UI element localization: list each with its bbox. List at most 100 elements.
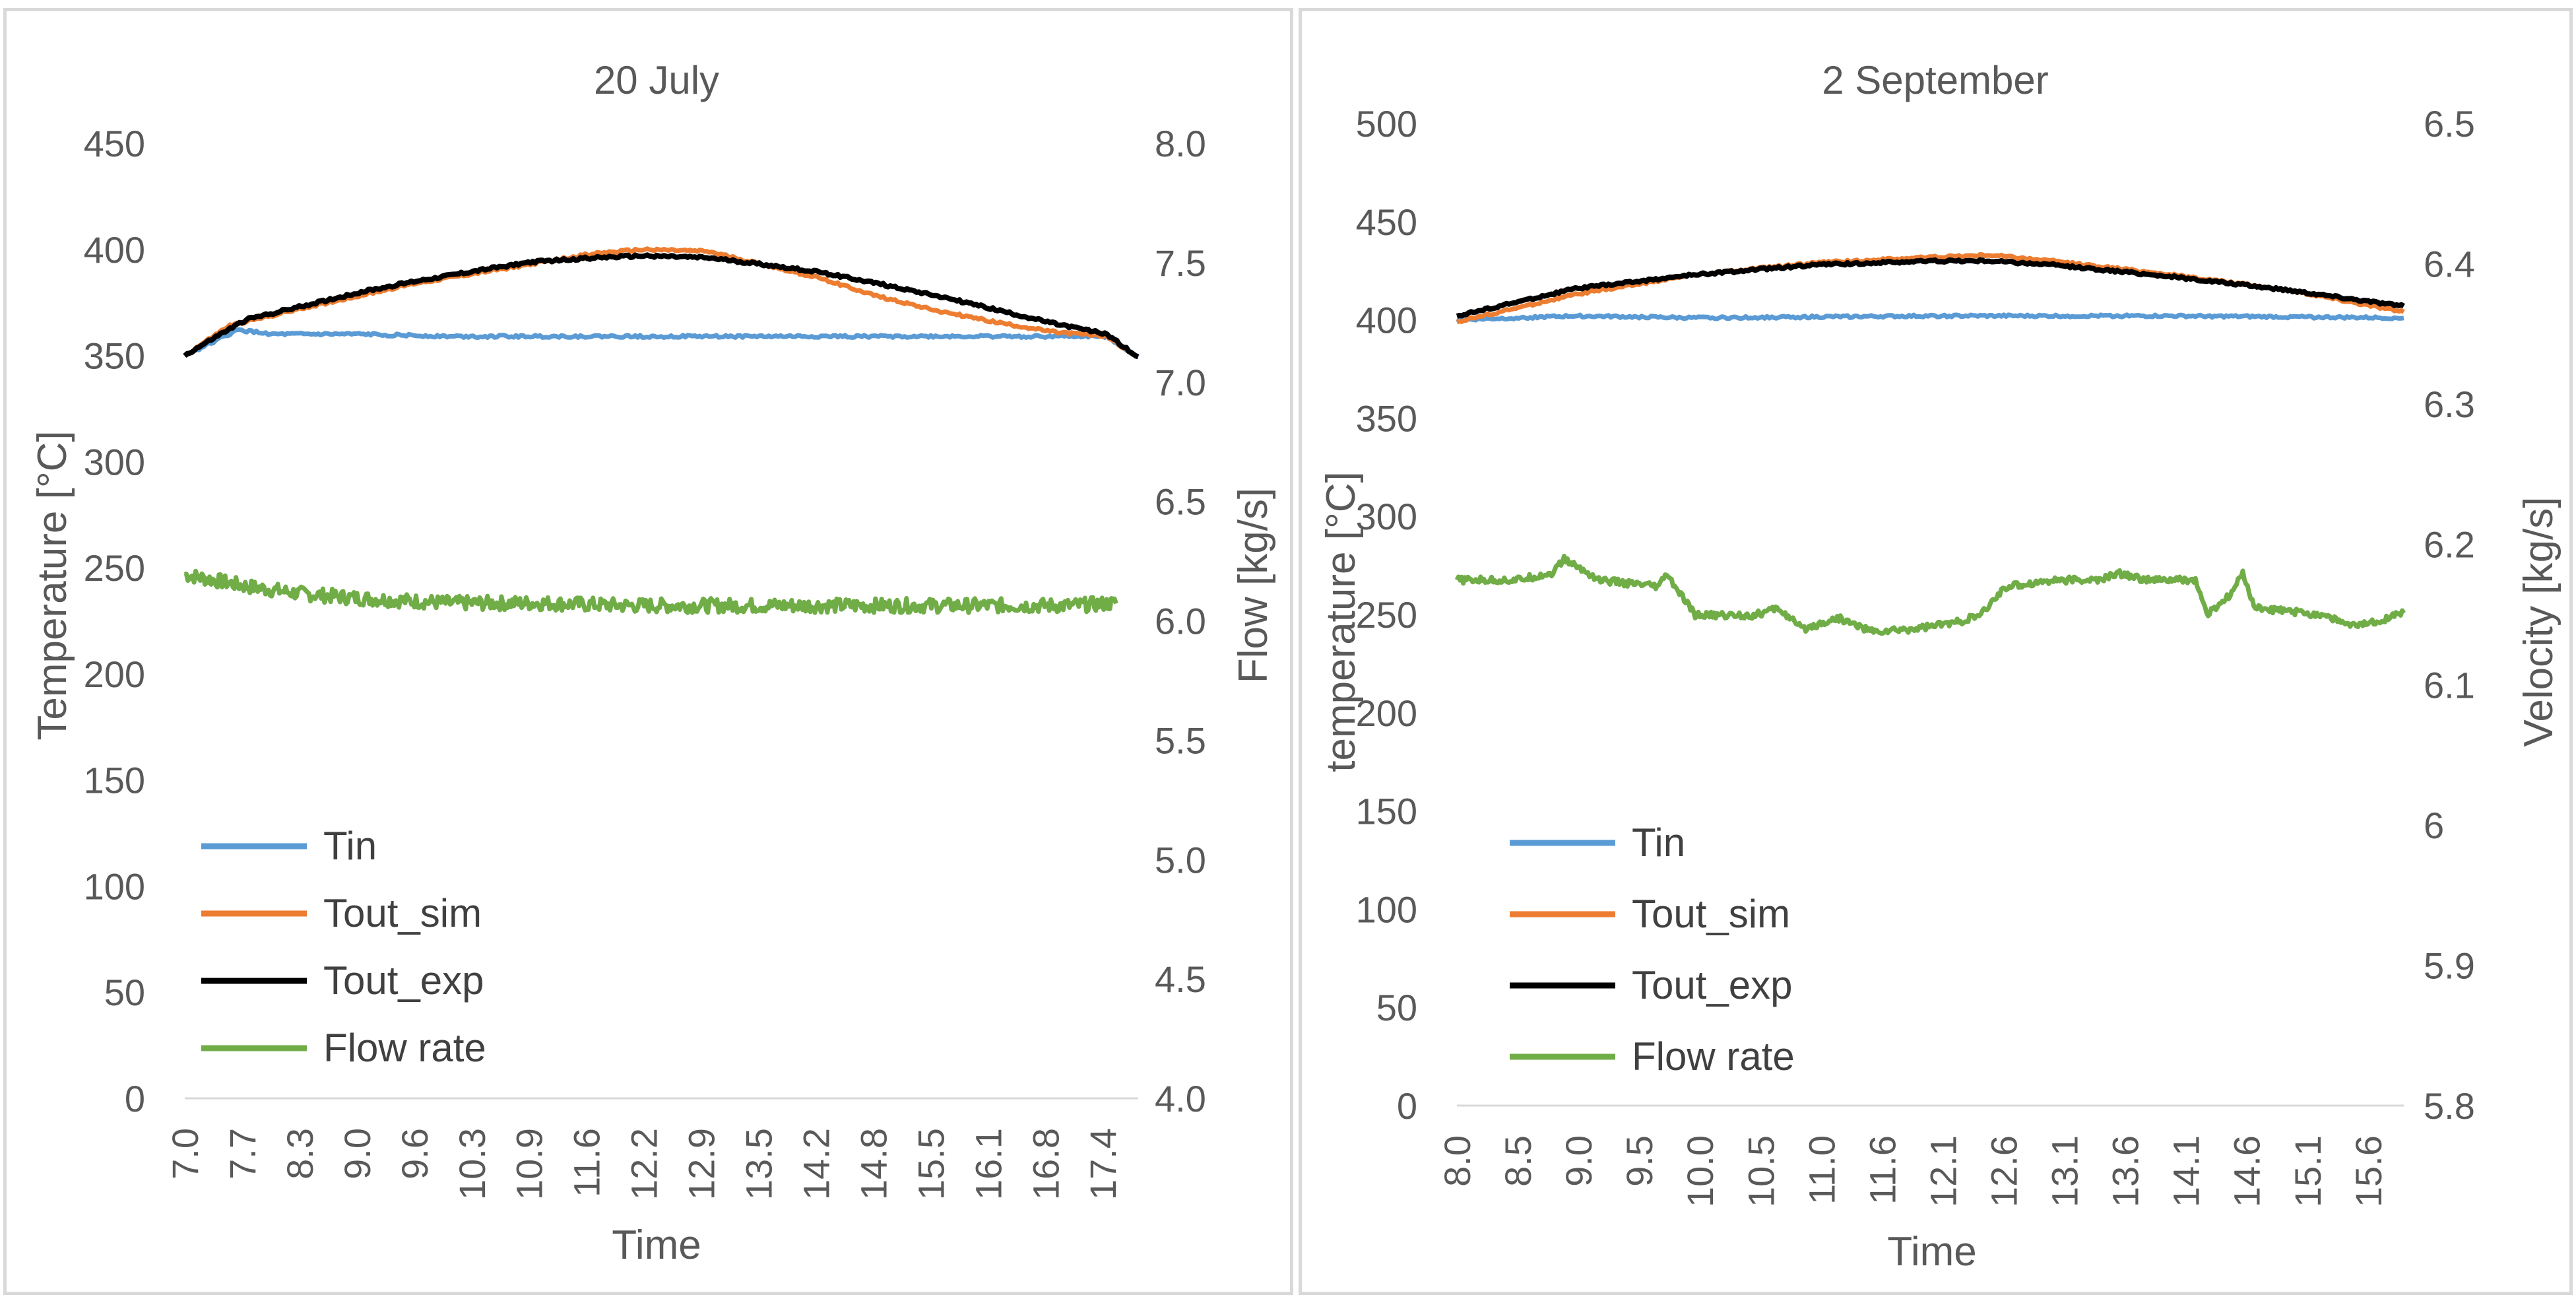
- y-tick-label: 250: [1356, 594, 1417, 636]
- y2-tick-label: 6.0: [1155, 601, 1206, 642]
- y-tick-label: 200: [1356, 692, 1417, 734]
- x-tick-label: 12.9: [681, 1128, 723, 1200]
- y2-tick-label: 6.4: [2424, 244, 2475, 285]
- x-axis-title: Time: [1887, 1229, 1976, 1275]
- y2-axis-ticks: 5.8 5.9 6 6.1 6.2 6.3 6.4 6.5: [2424, 103, 2475, 1127]
- y-tick-label: 200: [84, 653, 145, 695]
- y2-tick-label: 4.0: [1155, 1078, 1206, 1119]
- y2-tick-label: 6: [2424, 805, 2444, 846]
- x-tick-label: 9.6: [394, 1128, 435, 1180]
- legend-label: Tout_sim: [1632, 892, 1790, 936]
- x-tick-label: 14.8: [853, 1128, 894, 1200]
- y2-axis-ticks: 4.0 4.5 5.0 5.5 6.0 6.5 7.0 7.5 8.0: [1155, 123, 1206, 1119]
- x-tick-label: 13.6: [2105, 1135, 2146, 1207]
- y-tick-label: 250: [84, 547, 145, 589]
- y2-tick-label: 4.5: [1155, 958, 1206, 1000]
- legend-label: Tin: [323, 824, 377, 868]
- y2-axis-title: Flow [kg/s]: [1231, 488, 1276, 683]
- y2-tick-label: 6.5: [2424, 103, 2475, 145]
- series-line-flow-rate: [1454, 553, 2406, 636]
- x-axis-ticks: 7.0 7.7 8.3 9.0 9.6 10.3 10.9 11.6 12.2 12.9 13.5 1…: [164, 1128, 1124, 1200]
- x-tick-label: 9.0: [1558, 1135, 1599, 1187]
- chart-title: 2 September: [1822, 58, 2049, 102]
- series-line-tin: [184, 327, 1140, 359]
- y2-tick-label: 6.3: [2424, 383, 2475, 425]
- y-tick-label: 350: [84, 335, 145, 377]
- legend: Tin Tout_sim Tout_exp Flow rate: [201, 824, 486, 1070]
- x-tick-label: 8.0: [1436, 1135, 1478, 1187]
- y-axis-ticks: 0 50 100 150 200 250 300 350 400 450 500: [1356, 103, 1417, 1127]
- y-tick-label: 450: [84, 123, 145, 164]
- x-tick-label: 13.1: [2044, 1135, 2086, 1207]
- x-axis-title: Time: [612, 1222, 701, 1268]
- legend: Tin Tout_sim Tout_exp Flow rate: [1510, 820, 1795, 1079]
- y-axis-title: Temperature [°C]: [30, 430, 75, 740]
- x-axis-ticks: 8.0 8.5 9.0 9.5 10.0 10.5 11.0 11.6 12.1 12.6 13.1…: [1436, 1135, 2389, 1207]
- series-layer: [183, 246, 1140, 615]
- y2-tick-label: 5.0: [1155, 839, 1206, 881]
- series-line-tout-sim: [183, 246, 1139, 359]
- x-tick-label: 7.0: [164, 1128, 206, 1180]
- x-tick-label: 11.0: [1801, 1135, 1842, 1205]
- x-tick-label: 16.8: [1025, 1128, 1066, 1200]
- y-tick-label: 400: [84, 229, 145, 271]
- y2-axis-title: Velocity [kg/s]: [2516, 496, 2561, 747]
- chart-title: 20 July: [594, 58, 719, 102]
- y-tick-label: 150: [1356, 791, 1417, 832]
- x-tick-label: 13.5: [738, 1128, 780, 1200]
- x-tick-label: 12.6: [1983, 1135, 2025, 1207]
- x-tick-label: 10.9: [509, 1128, 550, 1200]
- y-tick-label: 150: [84, 760, 145, 801]
- x-tick-label: 15.5: [910, 1128, 951, 1200]
- y-tick-label: 350: [1356, 397, 1417, 439]
- x-tick-label: 14.1: [2166, 1135, 2207, 1207]
- x-tick-label: 10.0: [1679, 1135, 1721, 1207]
- x-tick-label: 8.5: [1497, 1135, 1539, 1187]
- x-tick-label: 14.2: [795, 1128, 837, 1200]
- y-axis-title: temperature [°C]: [1318, 471, 1364, 772]
- x-tick-label: 12.2: [624, 1128, 665, 1200]
- y2-tick-label: 5.5: [1155, 719, 1206, 761]
- x-tick-label: 11.6: [1861, 1135, 1903, 1205]
- y2-tick-label: 5.9: [2424, 945, 2475, 986]
- x-tick-label: 7.7: [222, 1128, 263, 1180]
- y-tick-label: 0: [1397, 1085, 1417, 1127]
- y2-tick-label: 7.5: [1155, 242, 1206, 284]
- y-axis-ticks: 0 50 100 150 200 250 300 350 400 450: [84, 123, 145, 1119]
- y2-tick-label: 6.5: [1155, 481, 1206, 523]
- y-tick-label: 100: [1356, 888, 1417, 930]
- series-line-flow-rate: [183, 568, 1118, 615]
- y2-tick-label: 6.1: [2424, 664, 2475, 706]
- chart-panel-2-september: 2 September temperature [°C] Velocity [k…: [1299, 8, 2573, 1295]
- series-line-tout-exp: [183, 252, 1140, 360]
- x-tick-label: 14.6: [2226, 1135, 2268, 1207]
- y-tick-label: 450: [1356, 201, 1417, 243]
- y-tick-label: 50: [1376, 987, 1417, 1028]
- x-tick-label: 16.1: [967, 1128, 1009, 1200]
- x-tick-label: 10.3: [451, 1128, 493, 1200]
- chart-20-july: 20 July Temperature [°C] Flow [kg/s] Tim…: [30, 58, 1276, 1268]
- chart-panel-20-july: 20 July Temperature [°C] Flow [kg/s] Tim…: [3, 8, 1293, 1295]
- x-tick-label: 15.6: [2348, 1135, 2389, 1207]
- legend-label: Tout_exp: [1632, 963, 1793, 1007]
- x-tick-label: 15.1: [2287, 1135, 2329, 1207]
- legend-label: Tout_exp: [323, 958, 484, 1003]
- y-tick-label: 300: [1356, 496, 1417, 537]
- y2-tick-label: 5.8: [2424, 1085, 2475, 1127]
- y-tick-label: 50: [104, 972, 145, 1013]
- legend-label: Flow rate: [1632, 1034, 1795, 1079]
- x-tick-label: 9.5: [1619, 1135, 1660, 1187]
- y-tick-label: 300: [84, 441, 145, 483]
- chart-2-september: 2 September temperature [°C] Velocity [k…: [1318, 58, 2561, 1275]
- legend-label: Tout_sim: [323, 891, 482, 935]
- x-tick-label: 12.1: [1922, 1135, 1964, 1207]
- y2-tick-label: 7.0: [1155, 362, 1206, 403]
- y-tick-label: 100: [84, 865, 145, 907]
- series-line-tin: [1456, 312, 2404, 323]
- x-tick-label: 8.3: [279, 1128, 321, 1180]
- x-tick-label: 10.5: [1740, 1135, 1782, 1207]
- y-tick-label: 400: [1356, 300, 1417, 341]
- y-tick-label: 500: [1356, 103, 1417, 145]
- y2-tick-label: 6.2: [2424, 524, 2475, 566]
- x-tick-label: 17.4: [1082, 1128, 1124, 1200]
